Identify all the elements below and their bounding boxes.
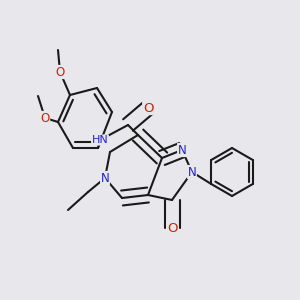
Text: O: O — [143, 101, 153, 115]
Text: O: O — [40, 112, 50, 124]
Text: O: O — [56, 65, 64, 79]
Text: N: N — [188, 166, 196, 178]
Text: O: O — [167, 221, 177, 235]
Text: N: N — [178, 143, 186, 157]
Text: N: N — [100, 172, 109, 184]
Text: HN: HN — [92, 135, 108, 145]
